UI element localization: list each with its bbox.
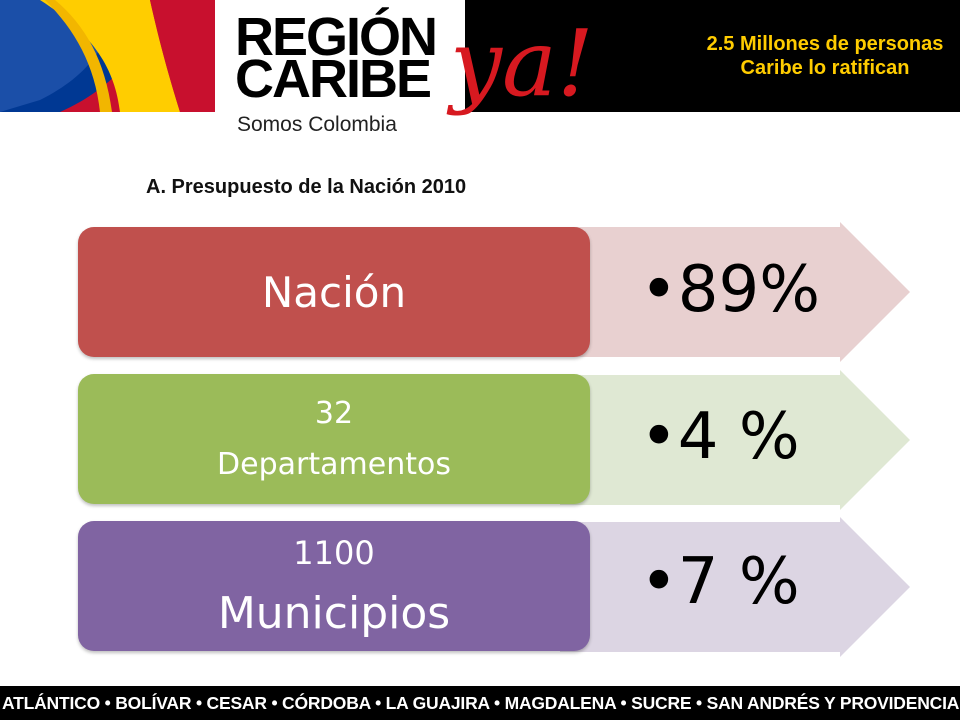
logo-line-caribe: CARIBE [235,49,432,109]
row-box-departamentos: 32 Departamentos [78,374,590,504]
colombia-flag-graphic [0,0,215,112]
arrow-shape [560,222,910,362]
row-value-departamentos: •4 % [640,400,800,474]
ya-logo-text: ya! [446,10,594,117]
row-value-municipios: •7 % [640,545,800,619]
ya-logo-mark: ya! [440,0,610,135]
row-label-top: 32 [314,396,354,431]
row-box-municipios: 1100 Municipios [78,521,590,651]
row-label-main: Departamentos [217,447,451,482]
row-label-top: 1100 [293,533,375,572]
footer-departments: ATLÁNTICO • BOLÍVAR • CESAR • CÓRDOBA • … [2,692,960,713]
row-arrow-nacion [560,222,910,362]
row-arrow-municipios [560,517,910,657]
headline-text: 2.5 Millones de personas Caribe lo ratif… [706,33,944,79]
arrow-shape [560,517,910,657]
headline-box: 2.5 Millones de personas Caribe lo ratif… [690,0,960,112]
row-label-main: Nación [261,267,407,317]
region-caribe-logo: REGIÓN CARIBE Somos Colombia [215,0,465,138]
row-box-nacion: Nación [78,227,590,357]
logo-line-region: REGIÓN [235,7,438,67]
row-value-nacion: •89% [640,253,820,327]
row-label-main: Municipios [217,587,451,639]
header-underlay [465,112,863,140]
footer-bar: ATLÁNTICO • BOLÍVAR • CESAR • CÓRDOBA • … [0,686,960,720]
row-arrow-departamentos [560,370,910,510]
header-band: 2.5 Millones de personas Caribe lo ratif… [0,0,960,112]
arrow-shape [560,370,910,510]
logo-tagline: Somos Colombia [237,113,397,136]
page-subtitle: A. Presupuesto de la Nación 2010 [146,176,467,198]
